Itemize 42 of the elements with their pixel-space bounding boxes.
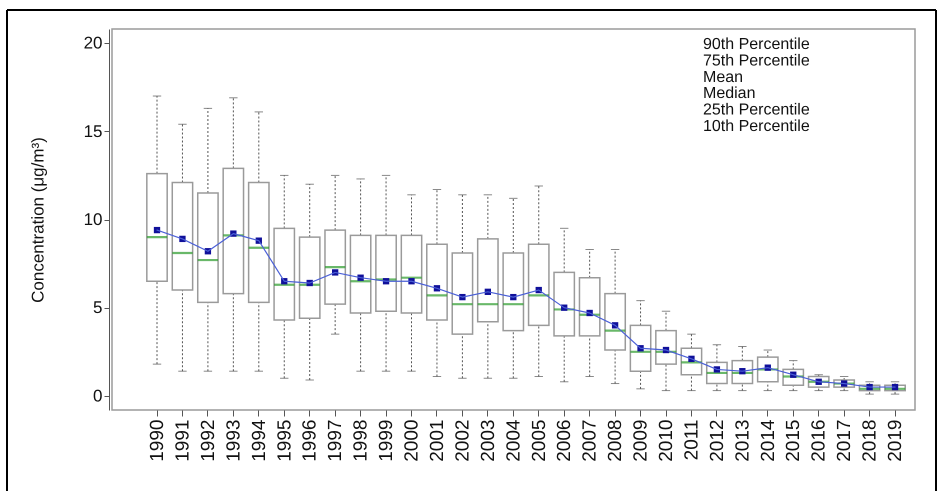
x-tick-label: 1997 [325,420,346,462]
x-tick-label: 2018 [860,420,881,462]
x-tick-label: 1996 [300,420,321,462]
x-tick-label: 2007 [580,420,601,462]
y-tick-label: 10 [84,210,102,229]
y-tick-label: 20 [84,34,102,53]
x-tick-label: 2000 [402,420,423,462]
y-tick-label: 15 [84,122,102,141]
annotation: 90th Percentile [703,36,810,53]
x-tick-label: 2009 [630,420,652,462]
y-tick-label: 0 [93,386,102,406]
x-tick-label: 1993 [223,420,244,462]
x-tick-label: 1995 [274,420,296,462]
x-tick-label: 2012 [706,420,728,462]
x-tick-label: 2013 [732,420,754,462]
x-tick-label: 2019 [885,420,906,462]
annotation: Median [703,85,756,102]
x-tick-label: 1998 [350,420,372,462]
x-tick-label: 2008 [605,420,626,462]
x-tick-label: 2004 [503,419,524,462]
annotation: 10th Percentile [703,118,810,135]
annotation: 25th Percentile [703,102,810,119]
x-tick-label: 2017 [834,420,856,462]
x-tick-label: 2002 [452,420,474,462]
x-tick-label: 2003 [478,420,499,462]
x-tick-label: 2001 [426,420,448,462]
x-tick-label: 2005 [528,420,550,462]
x-tick-label: 2016 [808,420,830,462]
x-tick-label: 1992 [198,420,219,462]
x-tick-label: 2010 [656,420,677,462]
x-tick-label: 1999 [376,420,398,462]
annotation: Mean [703,68,744,86]
x-tick-label: 2011 [681,420,702,460]
y-tick-label: 5 [93,298,102,318]
y-axis-title: Concentration (μg/m³) [28,137,48,303]
x-tick-label: 1990 [147,420,168,462]
x-tick-label: 2015 [783,420,804,462]
x-tick-label: 1991 [172,420,194,462]
x-tick-label: 1994 [248,419,270,462]
x-tick-label: 2006 [554,420,576,462]
x-tick-label: 2014 [758,419,779,462]
annotation: 75th Percentile [703,52,810,70]
